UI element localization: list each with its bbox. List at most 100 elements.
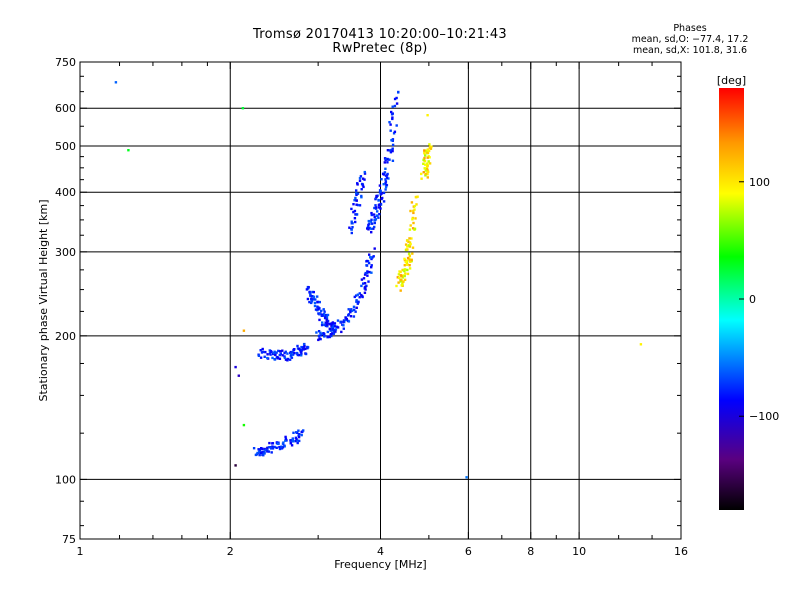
y-tick-label: 200 [55, 330, 76, 343]
o-trace-point [347, 320, 351, 323]
o-trace-point [381, 196, 384, 200]
o-trace-point [311, 295, 314, 298]
o-trace-point [355, 300, 358, 303]
x-trace-point [430, 145, 433, 148]
x-trace-point [427, 170, 430, 173]
o-trace-point [358, 179, 362, 182]
o-trace-point [382, 200, 386, 203]
o-trace-point [395, 124, 398, 127]
y-tick-label: 750 [55, 56, 76, 69]
o-trace-point [384, 167, 387, 170]
x-trace-point [398, 276, 401, 280]
x-trace-point [403, 274, 406, 278]
o-trace-point [391, 112, 394, 115]
o-trace-point [284, 350, 287, 353]
o-trace-point [391, 139, 394, 142]
o-trace-point [283, 351, 286, 355]
o-trace-point [292, 431, 295, 434]
o-trace-point [384, 182, 387, 185]
o-trace-point [312, 295, 316, 298]
x-tick-label: 1 [77, 545, 84, 558]
o-trace-point [384, 174, 388, 177]
o-trace-point [384, 178, 387, 181]
o-trace-point [319, 337, 322, 341]
o-trace-point [361, 183, 364, 186]
o-trace-point [373, 247, 376, 250]
o-trace-point [389, 129, 392, 132]
x-trace-point [396, 276, 399, 279]
o-trace-point [305, 288, 309, 291]
o-trace-point [389, 151, 393, 154]
x-trace-point [412, 211, 415, 215]
x-trace-point [397, 273, 401, 276]
o-trace-point [286, 352, 289, 355]
o-trace-point [350, 231, 353, 235]
o-trace-point [370, 271, 373, 274]
o-trace-point [281, 446, 285, 449]
o-trace-point [318, 312, 322, 316]
x-trace-point [423, 167, 426, 170]
o-trace-point [280, 445, 283, 448]
x-trace-point [409, 242, 412, 246]
o-trace-point [388, 121, 391, 124]
x-trace-point [423, 156, 426, 160]
x-axis-label: Frequency [MHz] [334, 558, 426, 571]
o-trace-point [292, 348, 295, 351]
o-trace-point [331, 321, 335, 324]
x-trace-point [404, 260, 407, 264]
o-trace-point [382, 191, 386, 195]
x-trace-point [411, 246, 415, 249]
x-trace-point [413, 208, 416, 211]
chart-subtitle: RwPretec (8p) [332, 41, 428, 56]
o-trace-point [389, 123, 392, 126]
o-trace-point [321, 321, 324, 324]
scatter-point [234, 365, 237, 369]
o-trace-point [278, 447, 282, 451]
x-trace-point [401, 274, 404, 277]
o-trace-point [261, 347, 264, 351]
x-trace-point [407, 240, 410, 243]
o-trace-point [393, 130, 397, 133]
o-trace-point [300, 345, 303, 349]
x-trace-point [426, 176, 429, 179]
o-trace-point [373, 221, 376, 225]
x-trace-point [399, 270, 402, 274]
x-trace-point [415, 203, 418, 206]
o-trace-point [353, 209, 357, 213]
phases-stats-title: Phases [673, 23, 707, 34]
o-trace-point [284, 358, 288, 361]
o-trace-point [373, 206, 376, 210]
colorbar-label: [deg] [717, 74, 746, 87]
o-trace-point [263, 452, 266, 455]
o-trace-point [358, 204, 362, 207]
o-trace-point [379, 207, 382, 210]
o-trace-point [326, 330, 329, 334]
o-trace-point [271, 447, 275, 450]
o-trace-point [303, 345, 306, 348]
x-tick-label: 6 [465, 545, 472, 558]
o-trace-point [320, 309, 323, 313]
o-trace-point [370, 218, 373, 221]
o-trace-point [356, 192, 360, 195]
o-trace-point [316, 295, 319, 298]
o-trace-point [392, 132, 396, 135]
o-trace-point [353, 217, 357, 220]
o-trace-point [296, 344, 299, 348]
o-trace-point [266, 449, 269, 452]
o-trace-point [294, 439, 298, 443]
o-trace-point [356, 203, 360, 207]
x-trace-point [427, 149, 431, 153]
o-trace-point [283, 445, 286, 448]
o-trace-point [331, 328, 334, 331]
o-trace-point [393, 97, 397, 101]
o-trace-point [388, 158, 391, 161]
o-trace-point [349, 315, 353, 318]
o-trace-point [386, 172, 389, 176]
x-trace-point [408, 241, 412, 244]
o-trace-point [347, 308, 350, 311]
o-trace-point [310, 300, 314, 303]
o-trace-point [360, 284, 363, 288]
o-trace-point [316, 301, 319, 304]
o-trace-point [372, 213, 376, 216]
o-trace-point [391, 159, 395, 162]
